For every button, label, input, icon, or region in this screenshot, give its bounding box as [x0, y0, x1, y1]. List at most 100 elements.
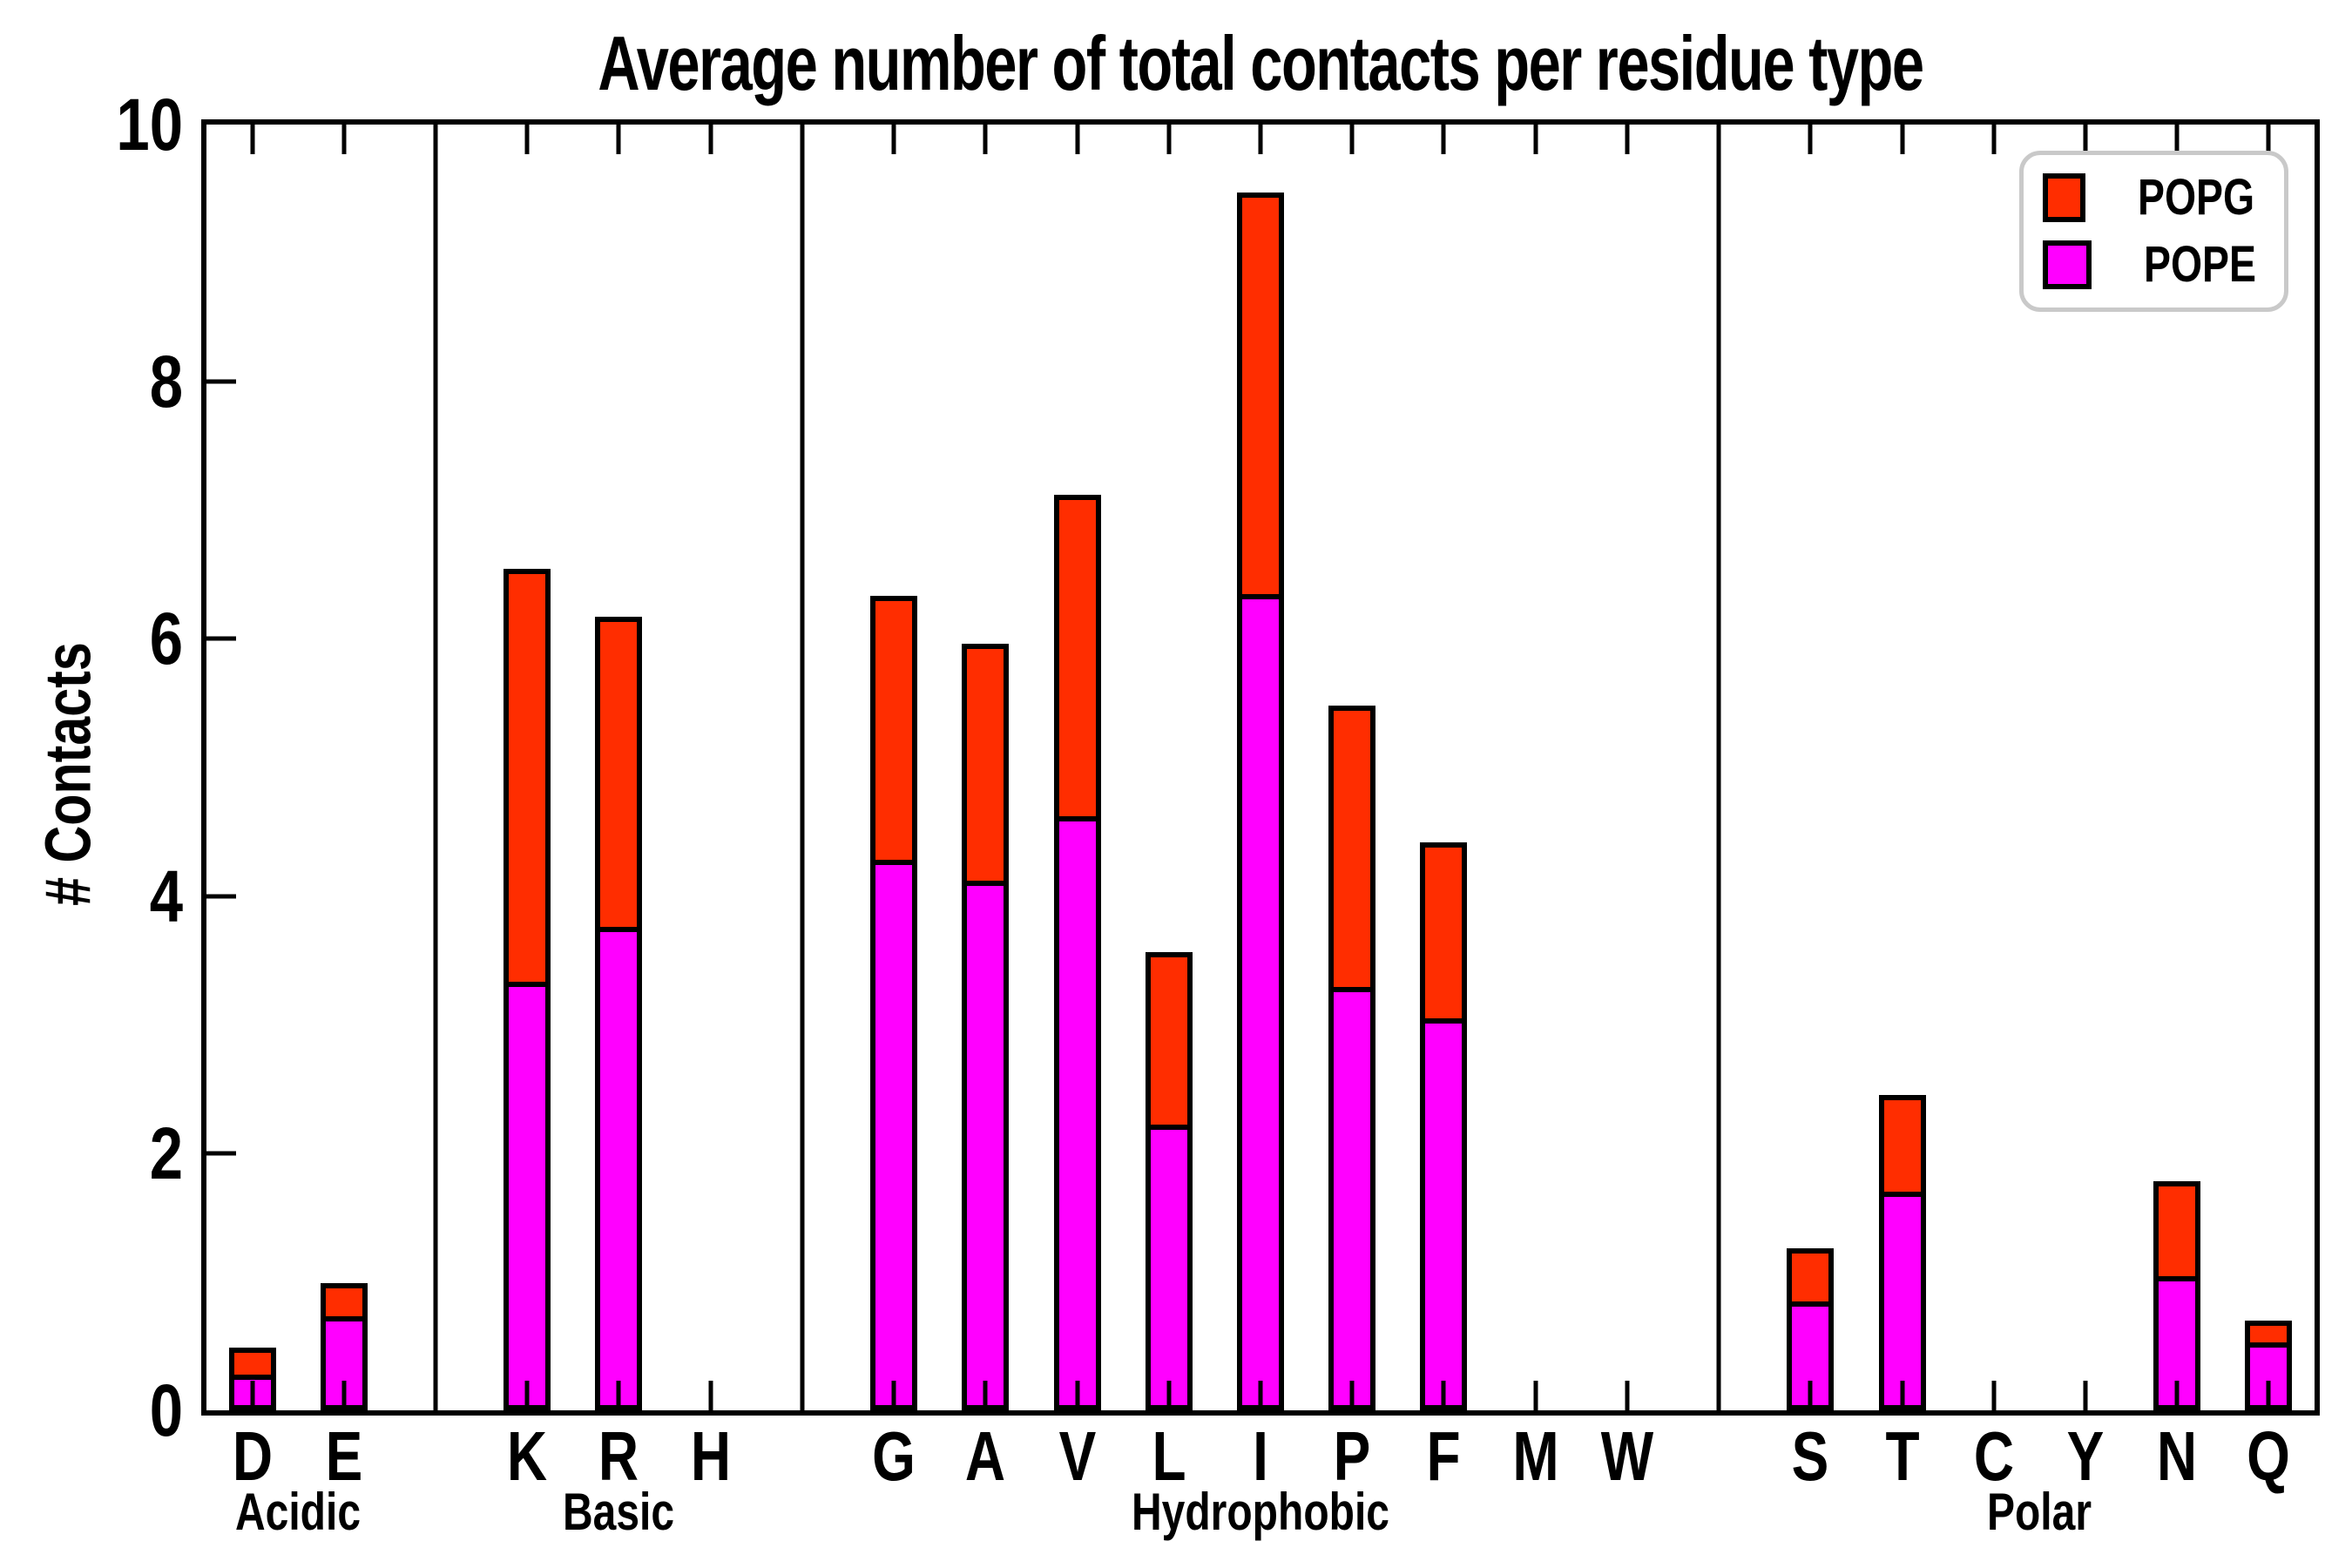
bar-V-popg — [1053, 495, 1101, 821]
bar-P-popg — [1328, 706, 1376, 992]
chart-title: Average number of total contacts per res… — [598, 20, 1924, 106]
bar-Q-popg — [2245, 1321, 2293, 1348]
legend-row-pope: POPE — [2024, 240, 2284, 290]
bar-F-pope — [1420, 1018, 1468, 1410]
x-label-G: G — [872, 1417, 916, 1495]
x-tick-S — [1808, 1381, 1813, 1410]
bar-N-popg — [2153, 1181, 2201, 1281]
bar-E-popg — [320, 1283, 368, 1321]
y-tick-label-0: 0 — [149, 1369, 183, 1451]
y-tick-label-2: 2 — [149, 1112, 183, 1194]
x-tick-I — [1258, 1381, 1263, 1410]
bar-A-pope — [962, 881, 1010, 1410]
x-tick-F — [1441, 125, 1446, 154]
x-tick-W — [1625, 125, 1630, 154]
x-tick-H — [708, 125, 713, 154]
x-label-T: T — [1884, 1417, 1920, 1495]
x-tick-L — [1166, 1381, 1172, 1410]
x-tick-N — [2174, 125, 2180, 154]
legend-swatch-popg — [2043, 172, 2086, 222]
bar-G-popg — [870, 596, 918, 865]
bar-V-pope — [1053, 816, 1101, 1410]
x-tick-I — [1258, 125, 1263, 154]
group-label-hydrophobic: Hydrophobic — [1132, 1483, 1389, 1541]
x-label-P: P — [1333, 1417, 1371, 1495]
y-tick-label-10: 10 — [116, 84, 183, 166]
bar-K-pope — [504, 982, 551, 1410]
x-tick-S — [1808, 125, 1813, 154]
x-label-A: A — [965, 1417, 1006, 1495]
group-label-acidic: Acidic — [235, 1483, 362, 1541]
y-tick-label-6: 6 — [149, 598, 183, 680]
bar-K-popg — [504, 569, 551, 987]
x-tick-N — [2174, 1381, 2180, 1410]
x-label-Q: Q — [2247, 1417, 2291, 1495]
x-tick-W — [1625, 1381, 1630, 1410]
bar-T-popg — [1878, 1095, 1926, 1197]
group-separator-line — [1716, 125, 1721, 1410]
x-label-F: F — [1426, 1417, 1461, 1495]
group-separator-line — [800, 125, 805, 1410]
bar-P-pope — [1328, 987, 1376, 1410]
x-tick-D — [250, 1381, 255, 1410]
x-tick-Y — [2083, 1381, 2088, 1410]
x-tick-R — [616, 1381, 621, 1410]
x-tick-D — [250, 125, 255, 154]
x-label-W: W — [1600, 1417, 1654, 1495]
y-tick-2 — [206, 1151, 236, 1156]
bar-I-pope — [1237, 594, 1284, 1410]
x-label-H: H — [690, 1417, 731, 1495]
x-tick-K — [524, 1381, 530, 1410]
x-label-K: K — [507, 1417, 548, 1495]
bar-L-pope — [1145, 1125, 1193, 1410]
bar-L-popg — [1145, 952, 1193, 1130]
x-tick-H — [708, 1381, 713, 1410]
x-tick-V — [1075, 125, 1080, 154]
x-tick-E — [341, 125, 347, 154]
group-label-polar: Polar — [1987, 1483, 2092, 1541]
x-label-E: E — [325, 1417, 363, 1495]
x-label-I: I — [1253, 1417, 1268, 1495]
x-tick-Q — [2266, 1381, 2271, 1410]
x-label-D: D — [232, 1417, 273, 1495]
legend-label-popg: POPG — [2138, 168, 2255, 226]
x-tick-Q — [2266, 125, 2271, 154]
x-tick-A — [983, 125, 988, 154]
x-tick-C — [1991, 125, 1997, 154]
x-label-S: S — [1791, 1417, 1829, 1495]
legend-swatch-pope — [2043, 240, 2092, 290]
bar-I-popg — [1237, 193, 1284, 599]
y-tick-label-4: 4 — [149, 855, 183, 937]
x-tick-Y — [2083, 125, 2088, 154]
x-tick-T — [1900, 125, 1905, 154]
bar-R-popg — [595, 617, 643, 932]
y-tick-8 — [206, 379, 236, 384]
x-tick-A — [983, 1381, 988, 1410]
x-tick-V — [1075, 1381, 1080, 1410]
x-label-C: C — [1973, 1417, 2014, 1495]
x-label-V: V — [1058, 1417, 1096, 1495]
legend-label-pope: POPE — [2143, 236, 2256, 294]
x-tick-P — [1349, 125, 1355, 154]
bar-R-pope — [595, 927, 643, 1410]
x-tick-M — [1533, 1381, 1538, 1410]
bar-S-popg — [1787, 1248, 1835, 1307]
x-tick-R — [616, 125, 621, 154]
legend-row-popg: POPG — [2024, 172, 2284, 223]
y-tick-label-8: 8 — [149, 341, 183, 423]
x-tick-G — [891, 1381, 896, 1410]
x-tick-F — [1441, 1381, 1446, 1410]
x-tick-E — [341, 1381, 347, 1410]
x-tick-T — [1900, 1381, 1905, 1410]
y-tick-6 — [206, 636, 236, 641]
x-tick-G — [891, 125, 896, 154]
x-tick-P — [1349, 1381, 1355, 1410]
x-label-N: N — [2157, 1417, 2198, 1495]
group-separator-line — [433, 125, 438, 1410]
bar-F-popg — [1420, 842, 1468, 1024]
x-tick-K — [524, 125, 530, 154]
y-tick-4 — [206, 894, 236, 899]
x-label-Y: Y — [2066, 1417, 2105, 1495]
plot-area — [201, 119, 2320, 1416]
